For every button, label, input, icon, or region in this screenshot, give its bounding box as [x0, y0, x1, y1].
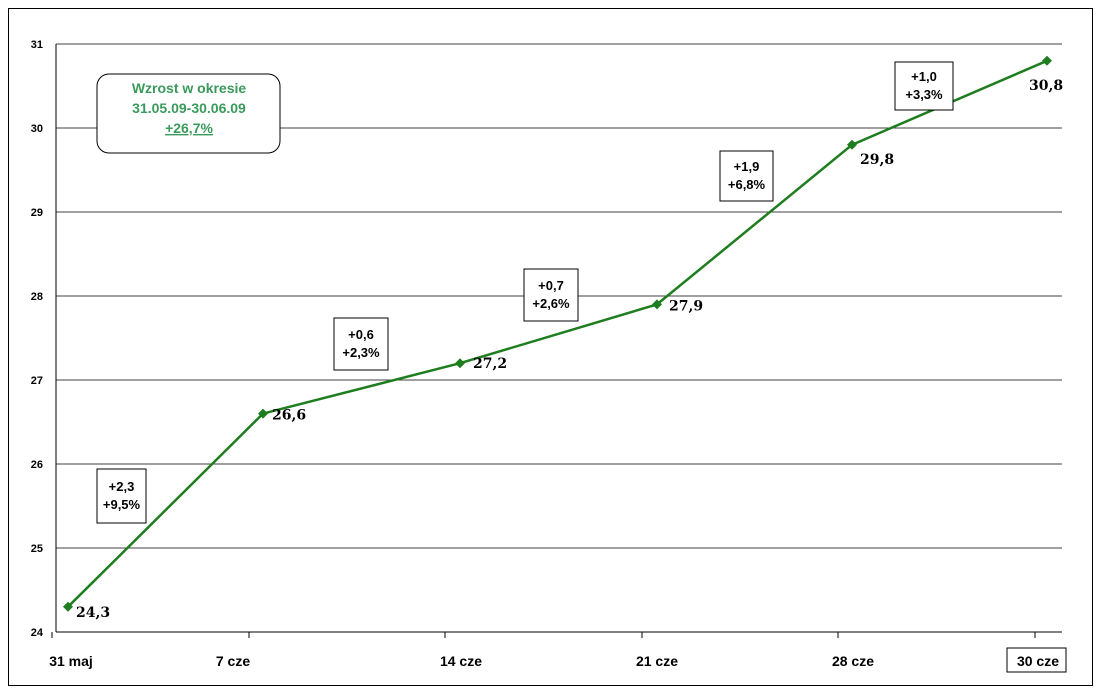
series-line: [67, 59, 1048, 608]
x-tick-label: 7 cze: [216, 653, 250, 669]
change-annotation-abs: +2,3: [109, 479, 135, 494]
y-tick-label: 26: [31, 459, 43, 471]
change-annotation-abs: +1,9: [734, 159, 760, 174]
x-tick-label: 31 maj: [49, 653, 93, 669]
y-tick-label: 28: [31, 291, 43, 303]
y-tick-label: 27: [31, 375, 43, 387]
y-tick-label: 24: [31, 627, 44, 639]
change-annotation-box: [719, 150, 774, 202]
change-annotation-abs: +0,6: [348, 327, 374, 342]
x-tick-label: 30 cze: [1017, 653, 1059, 669]
y-tick-label: 31: [31, 39, 43, 51]
change-annotation-box: [333, 317, 389, 371]
y-tick-label: 25: [31, 543, 43, 555]
y-tick-label: 29: [31, 207, 43, 219]
change-annotation-pct: +9,5%: [103, 497, 141, 512]
data-label: 27,9: [669, 298, 703, 314]
y-tick-label: 30: [31, 123, 43, 135]
data-point: [455, 358, 465, 369]
change-annotation-pct: +6,8%: [728, 177, 766, 192]
summary-title: Wzrost w okresie: [132, 80, 247, 96]
change-annotation-box: [96, 468, 147, 524]
change-annotation-abs: +0,7: [538, 278, 564, 293]
data-label: 26,6: [272, 408, 306, 424]
x-tick-label: 14 cze: [440, 653, 482, 669]
data-point: [258, 408, 268, 419]
change-annotation-box: [894, 61, 954, 111]
summary-box: [96, 73, 281, 154]
data-label: 30,8: [1029, 78, 1063, 94]
change-annotation-pct: +2,6%: [532, 296, 570, 311]
data-label: 29,8: [860, 152, 894, 168]
data-point: [847, 139, 857, 150]
x-tick-label: 21 cze: [636, 653, 678, 669]
summary-period: 31.05.09-30.06.09: [132, 100, 246, 116]
change-annotation-abs: +1,0: [911, 69, 937, 84]
x-label-box: [1006, 647, 1067, 673]
change-annotation-box: [523, 268, 579, 322]
summary-growth: +26,7%: [165, 120, 213, 136]
change-annotation-pct: +2,3%: [342, 345, 380, 360]
data-label: 27,2: [473, 356, 507, 372]
change-annotation-pct: +3,3%: [905, 87, 943, 102]
data-label: 24,3: [76, 605, 110, 621]
data-point: [63, 601, 73, 612]
x-tick-label: 28 cze: [832, 653, 874, 669]
data-point: [652, 299, 662, 310]
data-point: [1042, 55, 1052, 66]
